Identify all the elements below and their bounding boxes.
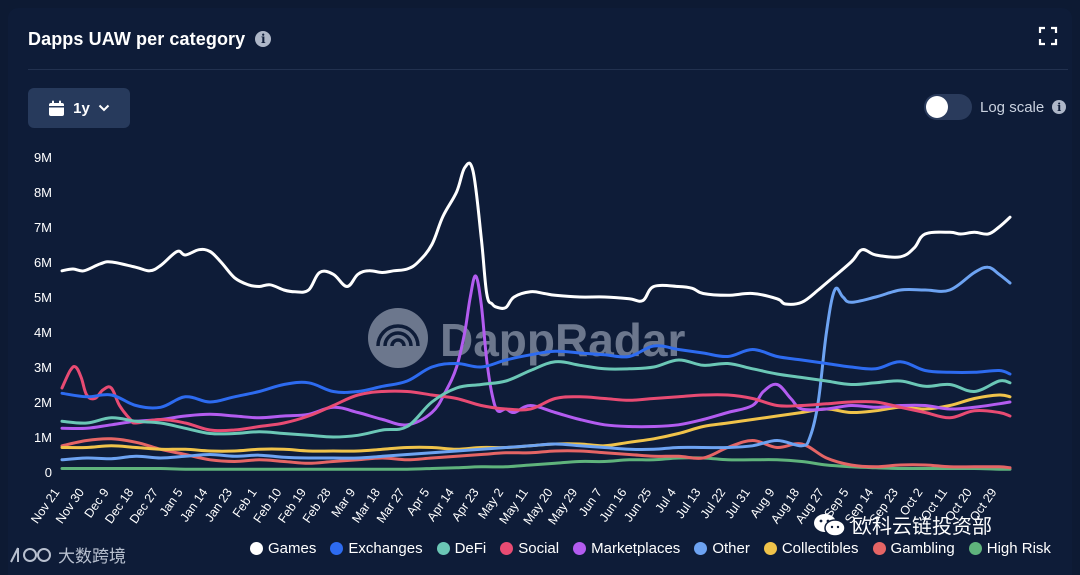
legend-label: Collectibles (781, 540, 859, 557)
bottom-watermark-text: 大数跨境 (58, 547, 126, 566)
legend-label: Gambling (890, 540, 955, 557)
legend-item-games[interactable]: Games (250, 540, 316, 557)
toggle-knob (926, 96, 948, 118)
chart-title: Dapps UAW per category (28, 28, 246, 49)
legend-dot-icon (250, 542, 263, 555)
series-line-collectibles[interactable] (60, 393, 1012, 453)
wechat-icon (814, 513, 846, 537)
legend-item-social[interactable]: Social (500, 540, 559, 557)
log-scale-label: Log scale (980, 98, 1045, 116)
legend-item-other[interactable]: Other (694, 540, 750, 557)
dappradar-logo-arc (376, 324, 420, 347)
calendar-icon (49, 100, 65, 116)
legend-dot-icon (694, 542, 708, 555)
series-line-defi[interactable] (60, 358, 1012, 439)
series-line-games[interactable] (60, 161, 1012, 310)
time-range-dropdown[interactable]: 1y (28, 88, 130, 128)
wechat-watermark: 欧科云链投资部 (812, 510, 992, 539)
legend-dot-icon (968, 542, 982, 555)
bottom-watermark: 大数跨境 (8, 542, 126, 567)
series-line-marketplaces[interactable] (60, 274, 1012, 431)
series-line-exchanges[interactable] (60, 344, 1012, 410)
dappradar-watermark-text: DappRadar (440, 314, 685, 366)
legend-item-gambling[interactable]: Gambling (872, 540, 955, 557)
dappradar-logo-arc (390, 338, 406, 347)
wechat-watermark-text: 欧科云链投资部 (852, 516, 992, 538)
series-line-social[interactable] (60, 364, 1012, 433)
legend-label: Marketplaces (591, 540, 681, 557)
x-tick-label: Jul 31 (722, 486, 753, 521)
legend-item-exchanges[interactable]: Exchanges (330, 540, 423, 557)
y-tick-label: 0 (45, 465, 52, 480)
header-divider (28, 69, 1068, 70)
legend-item-marketplaces[interactable]: Marketplaces (573, 540, 680, 557)
legend-dot-icon (872, 542, 886, 555)
chart-header: Dapps UAW per category i (28, 26, 272, 52)
y-tick-label: 6M (34, 255, 52, 270)
log-scale-info-icon[interactable]: i (1052, 100, 1067, 114)
legend-dot-icon (436, 542, 450, 555)
chart-legend: Games Exchanges DeFi Social Marketplaces Othe… (250, 540, 1051, 557)
x-tick-label: Apr 23 (449, 486, 482, 524)
y-tick-label: 9M (34, 150, 52, 165)
legend-label: Games (268, 540, 317, 557)
legend-label: Exchanges (348, 540, 423, 557)
fullscreen-icon[interactable] (1038, 26, 1058, 46)
legend-label: Other (712, 540, 750, 557)
y-tick-label: 8M (34, 185, 52, 200)
dappradar-watermark: DappRadar (368, 308, 685, 368)
info-icon[interactable]: i (255, 31, 272, 47)
y-tick-label: 3M (34, 360, 52, 375)
y-tick-label: 5M (34, 290, 52, 305)
y-tick-label: 4M (34, 325, 52, 340)
legend-dot-icon (500, 542, 514, 555)
log-scale-control: Log scale i (924, 94, 1067, 120)
legend-dot-icon (763, 542, 777, 555)
legend-item-high-risk[interactable]: High Risk (968, 540, 1051, 557)
dappradar-logo-arc (383, 331, 413, 347)
dappradar-logo-icon (368, 308, 428, 368)
y-tick-label: 2M (34, 395, 52, 410)
brand-logo-icon (10, 547, 51, 562)
series-line-other[interactable] (60, 265, 1012, 462)
log-scale-toggle[interactable] (924, 94, 972, 120)
time-range-label: 1y (73, 99, 90, 117)
legend-item-collectibles[interactable]: Collectibles (763, 540, 859, 557)
legend-dot-icon (330, 542, 344, 555)
legend-dot-icon (573, 542, 587, 555)
y-tick-label: 7M (34, 220, 52, 235)
legend-item-defi[interactable]: DeFi (436, 540, 487, 557)
y-tick-label: 1M (34, 430, 52, 445)
chevron-down-icon (98, 104, 110, 112)
x-tick-label: Jul 13 (673, 486, 704, 521)
legend-label: High Risk (986, 540, 1051, 557)
legend-label: DeFi (454, 540, 487, 557)
series-line-gambling[interactable] (60, 437, 1012, 470)
x-tick-label: Jul 22 (698, 486, 729, 521)
legend-label: Social (518, 540, 560, 557)
